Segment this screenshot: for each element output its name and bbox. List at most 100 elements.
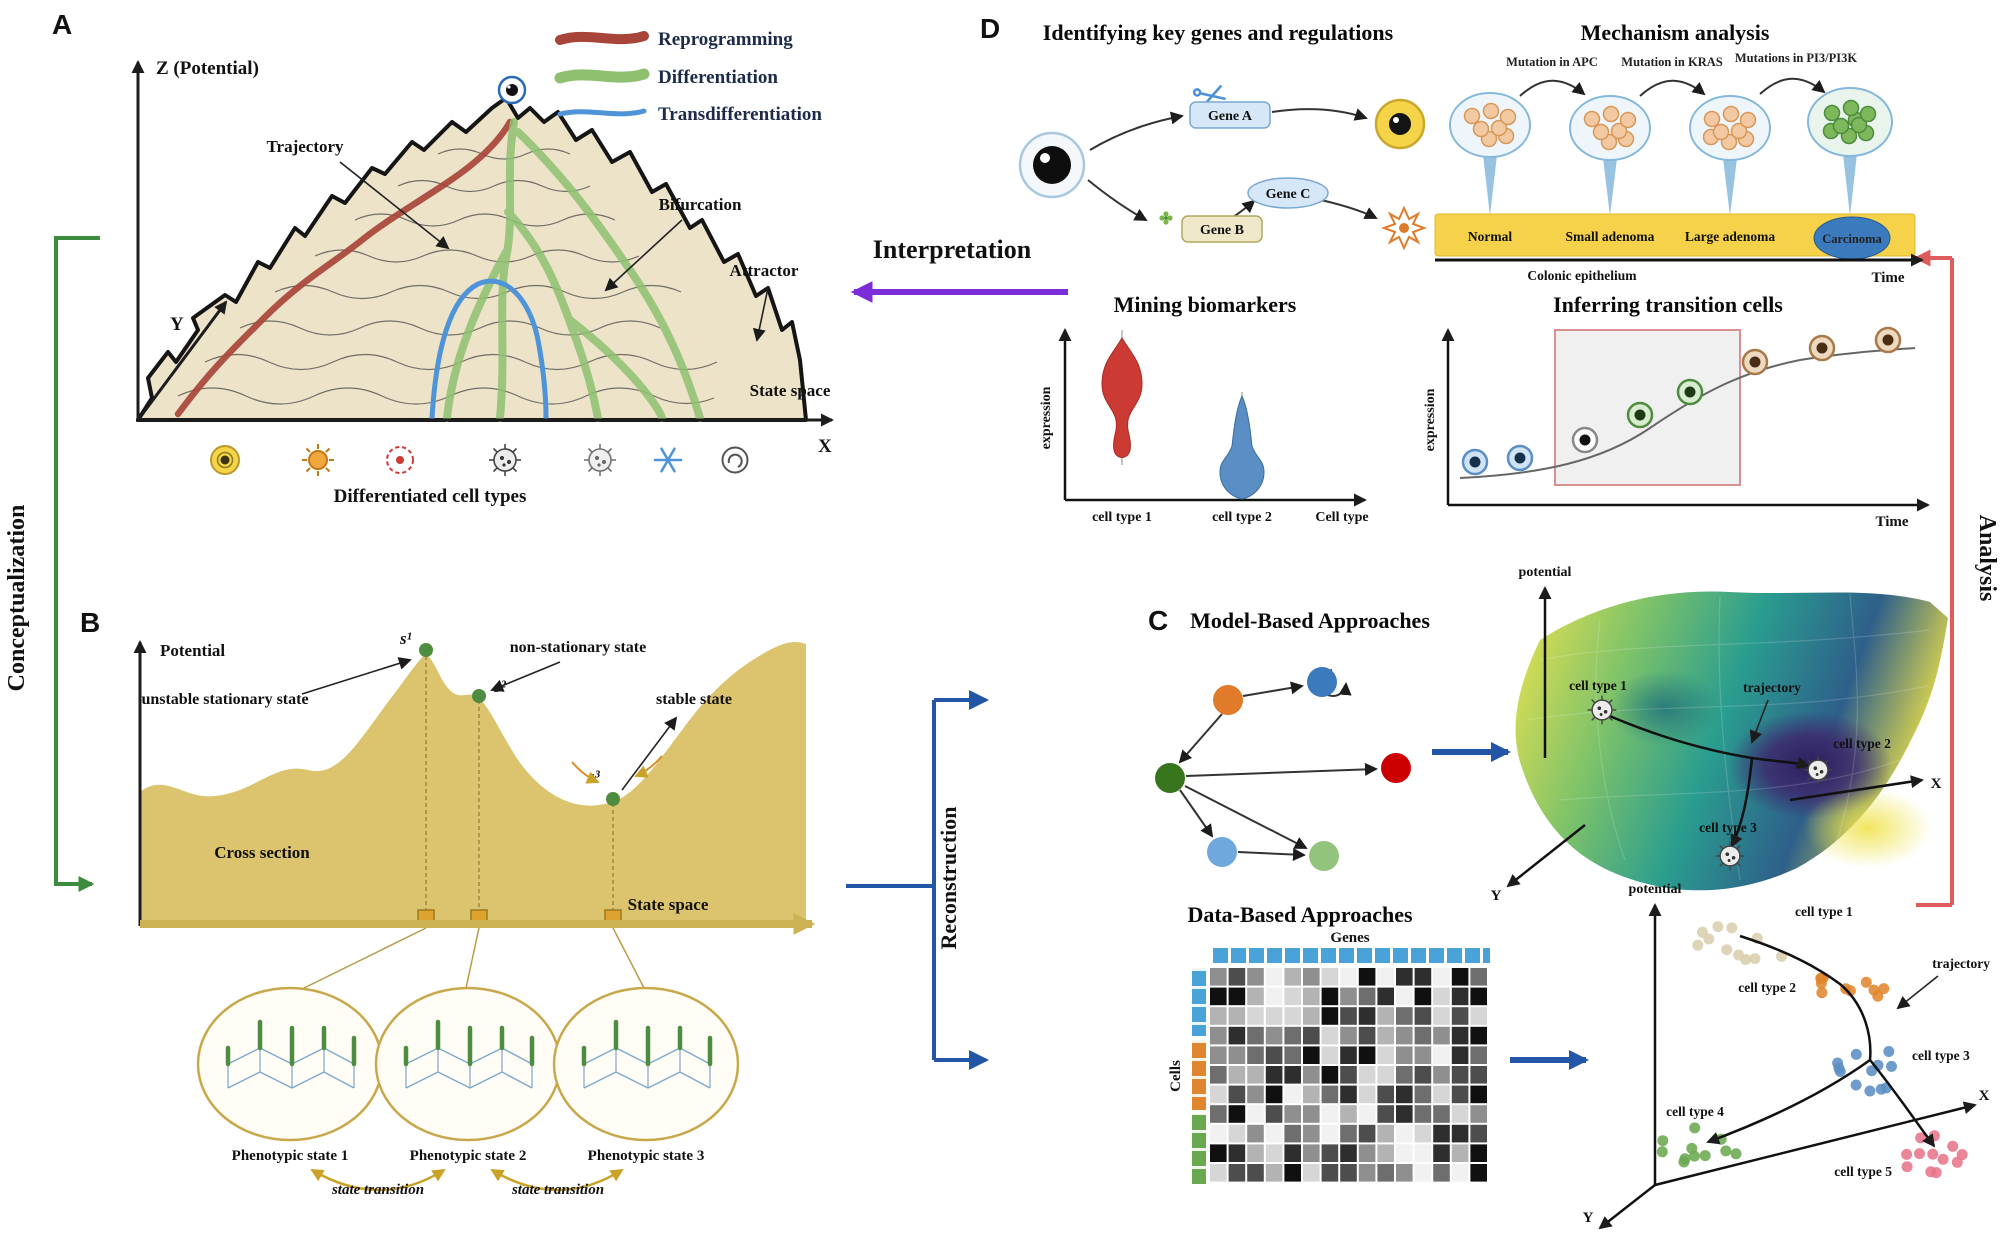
mechanism-title: Mechanism analysis (1581, 20, 1770, 45)
mutation-label-2: Mutation in KRAS (1621, 55, 1722, 69)
reprogramming-trajectory (174, 118, 514, 418)
potential-axis-label: Potential (160, 641, 225, 660)
legend-swatch-transdifferentiation (557, 108, 647, 117)
transition-title: Inferring transition cells (1553, 292, 1783, 317)
expression-heatmap: Genes Cells (1168, 930, 1490, 1184)
scatter-cluster-5 (1901, 1130, 1968, 1179)
colonic-epithelium-label: Colonic epithelium (1527, 268, 1637, 283)
genes-title: Identifying key genes and regulations (1043, 20, 1394, 45)
cell-type-icon-3 (386, 446, 414, 474)
z-axis-label: Z (Potential) (156, 58, 259, 79)
cell-cluster-normal (1449, 92, 1531, 158)
surface-trajectory-pointer (1749, 699, 1769, 744)
stem-cell-icon (497, 75, 527, 105)
scatter-y-axis (1598, 1184, 1656, 1230)
scatter-celltype4-label: cell type 4 (1666, 1104, 1724, 1119)
transdifferentiation-trajectory (429, 278, 549, 421)
gene-b-label: Gene B (1200, 223, 1244, 238)
transition-time-label: Time (1875, 514, 1908, 530)
state-transition-arc-1 (310, 1168, 446, 1192)
violin-blue (1219, 394, 1265, 500)
network-edges (1178, 681, 1378, 861)
panel-a-legend: Reprogramming Differentiation Transdiffe… (554, 29, 822, 125)
unstable-state-arrow (301, 657, 412, 695)
stage-small-adenoma: Small adenoma (1566, 229, 1655, 244)
cell-cluster-large-adenoma (1689, 95, 1771, 161)
trajectory-arrow (339, 161, 450, 250)
network-node-orange (1213, 685, 1243, 715)
stage-normal: Normal (1468, 229, 1512, 244)
cross-section-label: Cross section (214, 843, 310, 862)
gene-a-label: Gene A (1208, 109, 1253, 124)
scatter-celltype3-label: cell type 3 (1912, 1048, 1970, 1063)
mutation-label-3: Mutations in PI3/PI3K (1735, 51, 1858, 65)
differentiated-cell-icons (210, 443, 749, 477)
state-transition-label-1: state transition (331, 1182, 424, 1198)
unstable-state-label: unstable stationary state (141, 691, 308, 708)
biomarkers-plot: expression cell type 1 cell type 2 Cell … (1039, 328, 1369, 525)
cell-cluster-small-adenoma (1569, 95, 1651, 161)
surface-celltype2-label: cell type 2 (1833, 736, 1891, 751)
state-space-label-a: State space (750, 381, 831, 400)
conceptualization-bracket (54, 236, 100, 892)
product-cell-icon-1 (1374, 98, 1426, 150)
phenotypic-state-3-label: Phenotypic state 3 (588, 1148, 705, 1164)
cell-type-icon-5 (583, 443, 617, 477)
legend-label-reprogramming: Reprogramming (658, 29, 793, 50)
attractor-label: Attractor (730, 261, 799, 280)
surface-celltype1-label: cell type 1 (1569, 678, 1627, 693)
network-node-lightgreen (1309, 841, 1339, 871)
heatmap-cellgroup-orange (1192, 1040, 1206, 1110)
scatter-potential-label: potential (1629, 882, 1682, 897)
connector-reconstruction: Reconstruction (846, 690, 989, 1070)
trajectory-label: Trajectory (266, 137, 344, 156)
transition-expression-label: expression (1423, 388, 1438, 451)
panel-a: A Z (Potential) Y X Trajectory Bifurcati… (52, 9, 834, 507)
heatmap-genes-label: Genes (1330, 930, 1369, 946)
trajectory-scatter-plot: potential X Y cell type 1 cell type 2 ce… (1583, 882, 1990, 1230)
cell-type-icon-6 (653, 447, 683, 473)
surface-y-axis (1506, 824, 1586, 888)
stable-state-arrow (621, 716, 678, 791)
inset-links (299, 927, 645, 991)
heatmap-cells-label: Cells (1168, 1060, 1184, 1092)
progenitor-cell-icon (1018, 131, 1086, 199)
panel-d: D Identifying key genes and regulations … (980, 13, 1930, 530)
gene-b-tag (1181, 215, 1263, 243)
phenotypic-state-2-label: Phenotypic state 2 (410, 1148, 527, 1164)
scatter-cluster-3 (1832, 1046, 1897, 1097)
legend-label-transdifferentiation: Transdifferentiation (658, 104, 822, 125)
stage-carcinoma: Carcinoma (1822, 232, 1882, 246)
attractor-arrow (752, 287, 769, 342)
surface-cell-2-icon (1802, 754, 1834, 786)
scatter-celltype2-label: cell type 2 (1738, 980, 1796, 995)
non-stationary-arrow (490, 661, 561, 692)
differentiation-trajectories (443, 118, 704, 422)
bifurcation-label: Bifurcation (659, 195, 742, 214)
cell-type-icon-2 (302, 444, 334, 476)
biomarkers-expression-label: expression (1039, 386, 1054, 449)
tissue-stalks (1483, 154, 1857, 216)
biomarkers-celltype2-label: cell type 2 (1212, 510, 1272, 525)
surface-celltype3-label: cell type 3 (1699, 820, 1757, 835)
rolling-arrows (571, 755, 663, 784)
product-cell-icon-2 (1381, 205, 1427, 251)
cell-type-icon-1 (210, 445, 240, 475)
heatmap-grid (1210, 968, 1487, 1182)
connector-interpretation: Interpretation (850, 235, 1068, 303)
heatmap-gene-band (1210, 948, 1490, 963)
panel-a-letter: A (52, 9, 72, 40)
analysis-label: Analysis (1974, 515, 2000, 602)
mutation-arrows (1519, 77, 1826, 97)
biomarkers-xaxis-label: Cell type (1315, 510, 1368, 525)
network-node-red (1381, 753, 1411, 783)
potential-surface-plot: potential X Y cell type 1 cell type 2 ce… (1491, 565, 1948, 904)
cell-type-icon-7 (721, 446, 749, 474)
contour-lines (177, 148, 718, 405)
gene-network-graph (1155, 667, 1411, 871)
heatmap-cellgroup-blue (1192, 968, 1206, 1036)
surface-x-axis (1789, 775, 1924, 802)
surface-trajectory-2 (1730, 757, 1754, 848)
y-axis-label: Y (170, 314, 184, 335)
